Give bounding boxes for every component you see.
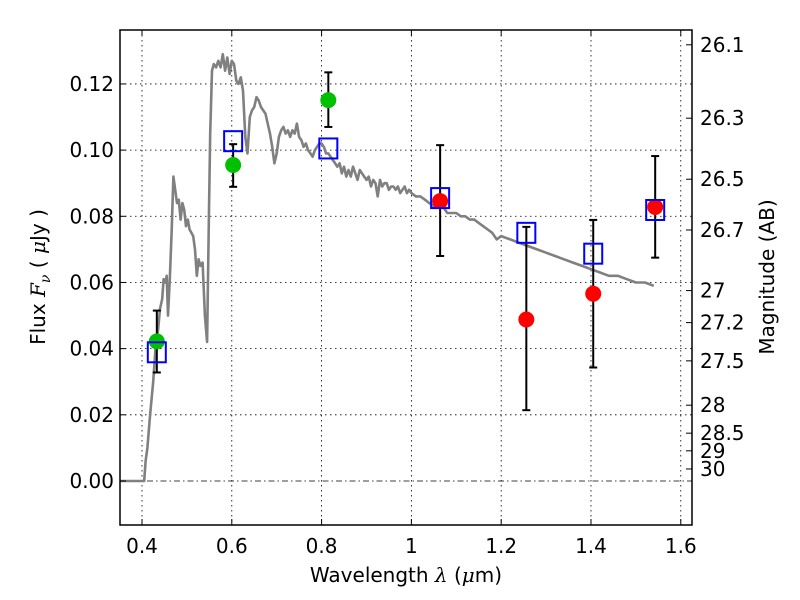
grid-lines	[120, 30, 692, 525]
y-tick-label: 0.10	[69, 138, 114, 162]
y2-axis-label: Magnitude (AB)	[755, 199, 779, 354]
x-tick-label: 0.8	[306, 534, 338, 558]
data-point	[432, 193, 449, 210]
model-spectrum	[120, 52, 655, 483]
spectrum-line	[120, 52, 655, 483]
y2-tick-label: 26.3	[700, 106, 745, 130]
y-tick-label: 0.08	[69, 204, 114, 228]
model-photometry-square	[430, 187, 451, 210]
y-tick-label: 0.02	[69, 403, 114, 427]
x-tick-label: 0.6	[216, 534, 248, 558]
y2-tick-label: 30	[700, 457, 725, 481]
y2-tick-label: 26.7	[700, 218, 745, 242]
y2-tick-label: 28	[700, 393, 725, 417]
y2-tick-label: 29	[700, 439, 725, 463]
model-photometry-square	[583, 242, 604, 265]
data-point	[585, 285, 602, 302]
data-point	[518, 311, 535, 328]
data-point	[225, 157, 242, 173]
model-photometry-square	[645, 199, 666, 221]
data-point	[320, 92, 337, 109]
data-point	[647, 199, 664, 216]
model-photometry-square	[318, 137, 339, 160]
y2-tick-label: 26.5	[700, 167, 745, 191]
y-tick-label: 0.12	[69, 72, 114, 96]
y-axis-ticks: 0.00 0.02 0.04 0.06 0.08 0.10 0.12	[69, 72, 126, 493]
x-tick-label: 1.4	[575, 534, 607, 558]
x-tick-label: 1.2	[485, 534, 517, 558]
plot-frame	[119, 29, 693, 526]
x-tick-label: 1.6	[665, 534, 697, 558]
y-tick-label: 0.00	[69, 469, 114, 493]
y2-tick-label: 27	[700, 279, 725, 303]
model-photometry-square	[516, 221, 537, 244]
model-photometry-square	[223, 130, 244, 153]
y-tick-label: 0.04	[69, 337, 114, 361]
x-axis-label: Wavelength λ (μm)	[310, 563, 502, 587]
model-photometry-points	[146, 130, 666, 364]
y2-tick-label: 27.2	[700, 311, 745, 335]
x-tick-label: 1	[405, 534, 418, 558]
y2-tick-label: 28.5	[700, 421, 745, 445]
x-tick-label: 0.4	[126, 534, 158, 558]
error-bars	[152, 71, 660, 412]
y2-tick-label: 27.5	[700, 349, 745, 373]
y-axis-label: Flux Fν ( μJy )	[26, 209, 54, 345]
y2-tick-label: 26.1	[700, 33, 745, 57]
model-photometry-square	[146, 341, 167, 364]
x-axis-ticks: 0.4 0.6 0.8 1 1.2 1.4 1.6	[126, 30, 697, 558]
y-tick-label: 0.06	[69, 270, 114, 294]
